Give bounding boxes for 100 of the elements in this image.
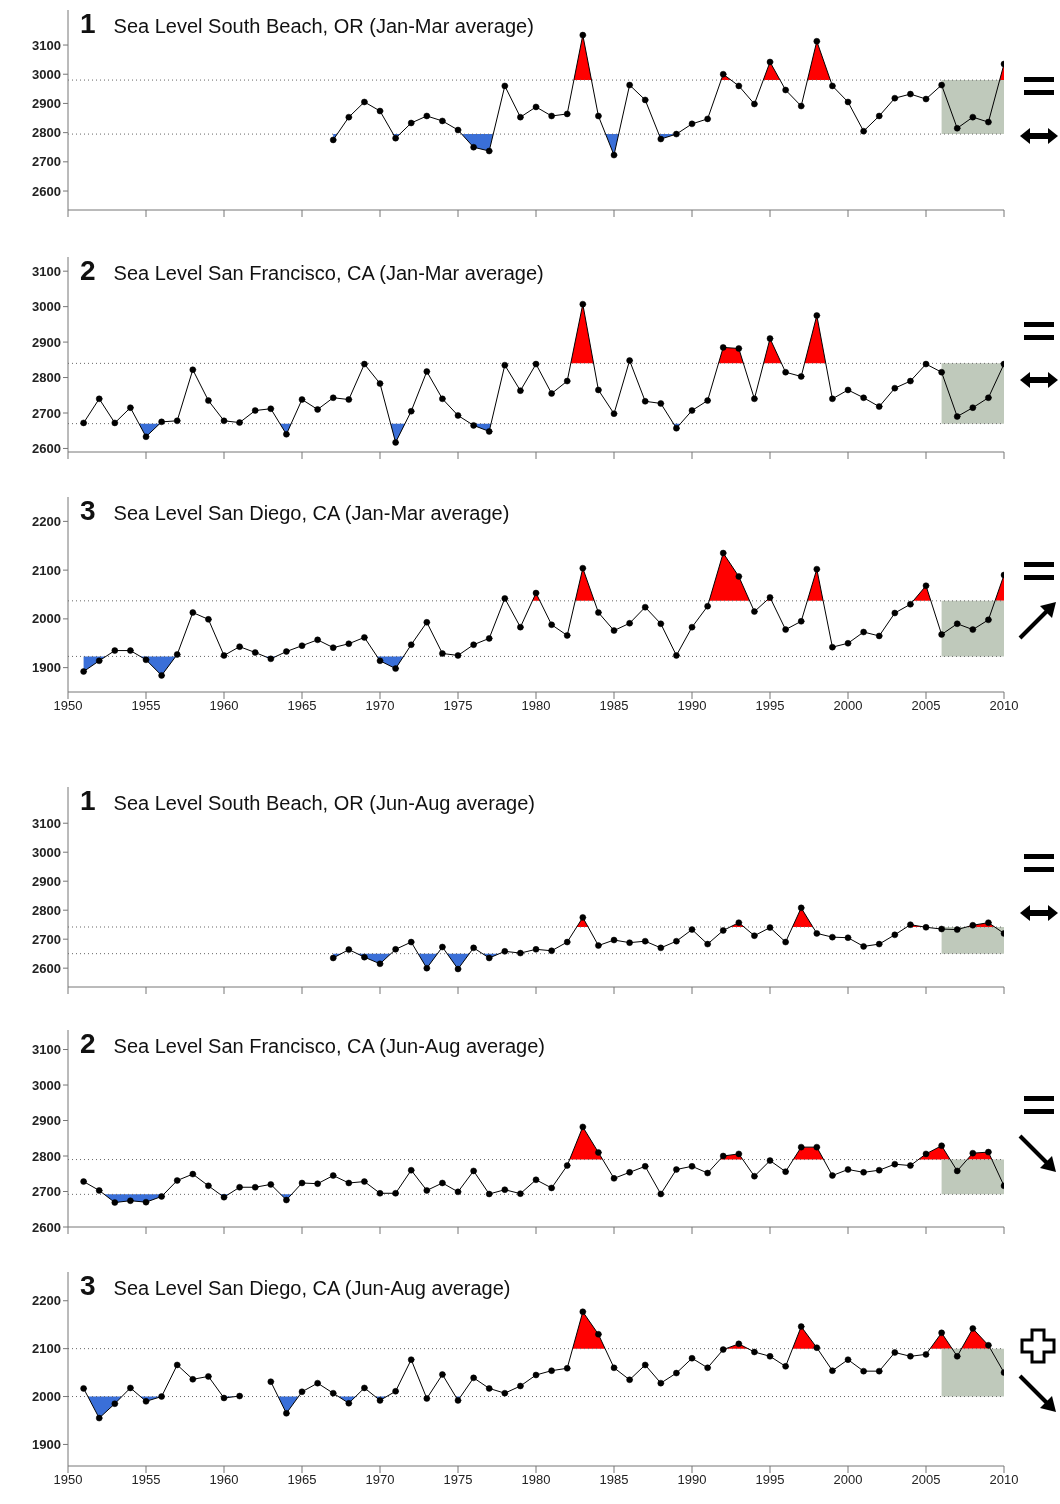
chart-title: 3 Sea Level San Diego, CA (Jun-Aug average) bbox=[80, 1270, 511, 1301]
point bbox=[423, 368, 431, 375]
point bbox=[673, 937, 680, 945]
point bbox=[142, 433, 150, 441]
point bbox=[595, 386, 602, 394]
point bbox=[610, 627, 618, 634]
x-tick-label: 1990 bbox=[677, 1472, 707, 1488]
point bbox=[361, 634, 368, 641]
x-tick-label: 1985 bbox=[599, 698, 629, 714]
x-tick-label: 1970 bbox=[365, 698, 395, 714]
point bbox=[189, 366, 197, 373]
point bbox=[329, 644, 337, 651]
point bbox=[329, 136, 337, 144]
point bbox=[111, 1199, 119, 1206]
point bbox=[641, 96, 649, 104]
point bbox=[657, 400, 665, 407]
point bbox=[361, 1384, 368, 1392]
point bbox=[844, 934, 852, 941]
x-tick-label: 1980 bbox=[521, 1472, 551, 1488]
point bbox=[80, 1178, 87, 1185]
point bbox=[626, 1169, 633, 1176]
point bbox=[735, 82, 743, 90]
point bbox=[969, 626, 977, 633]
point bbox=[922, 1351, 930, 1358]
point bbox=[953, 620, 961, 627]
point bbox=[251, 1183, 259, 1191]
point bbox=[704, 1169, 711, 1177]
point bbox=[922, 1150, 930, 1158]
chart-title: 2 Sea Level San Francisco, CA (Jan-Mar average) bbox=[80, 255, 544, 286]
point bbox=[548, 621, 555, 628]
point bbox=[392, 665, 399, 672]
y-tick-label: 1900 bbox=[32, 660, 61, 676]
point bbox=[766, 335, 774, 342]
point bbox=[485, 147, 493, 155]
x-tick-label: 1955 bbox=[131, 1472, 161, 1488]
point bbox=[735, 573, 743, 580]
point bbox=[673, 652, 680, 659]
point bbox=[454, 412, 462, 419]
point bbox=[236, 419, 243, 426]
point bbox=[719, 927, 727, 934]
point bbox=[688, 120, 696, 128]
point bbox=[844, 98, 852, 106]
point bbox=[532, 589, 540, 597]
point bbox=[626, 620, 633, 627]
point bbox=[891, 1349, 899, 1356]
y-tick-label: 2900 bbox=[32, 1113, 61, 1129]
point bbox=[813, 565, 821, 573]
point bbox=[813, 37, 821, 45]
point bbox=[470, 944, 477, 952]
point bbox=[95, 1187, 103, 1194]
x-tick-label: 1950 bbox=[53, 698, 83, 714]
point bbox=[220, 1394, 228, 1402]
point bbox=[829, 1367, 836, 1374]
point bbox=[969, 404, 977, 411]
point bbox=[345, 640, 353, 647]
point bbox=[797, 102, 805, 110]
point bbox=[704, 1364, 711, 1372]
point bbox=[891, 931, 899, 939]
point bbox=[548, 112, 555, 120]
point bbox=[439, 1179, 446, 1187]
point bbox=[688, 1163, 696, 1170]
y-tick-label: 2900 bbox=[32, 96, 61, 112]
point bbox=[173, 1361, 181, 1369]
y-tick-label: 2800 bbox=[32, 902, 61, 918]
point bbox=[563, 632, 571, 639]
point bbox=[985, 919, 992, 926]
point bbox=[626, 1376, 633, 1384]
point bbox=[985, 1148, 992, 1156]
chart-title: 1 Sea Level South Beach, OR (Jan-Mar average) bbox=[80, 8, 534, 39]
x-tick-label: 1995 bbox=[755, 1472, 785, 1488]
point bbox=[813, 312, 821, 319]
point bbox=[626, 81, 633, 89]
point bbox=[470, 143, 477, 151]
point bbox=[80, 668, 87, 675]
point bbox=[517, 387, 524, 394]
point bbox=[813, 1344, 821, 1351]
y-tick-label: 3100 bbox=[32, 263, 61, 279]
point bbox=[361, 98, 368, 106]
point bbox=[189, 609, 197, 616]
point bbox=[423, 619, 431, 626]
point bbox=[766, 58, 774, 66]
y-tick-label: 2100 bbox=[32, 562, 61, 578]
y-tick-label: 2700 bbox=[32, 154, 61, 170]
point bbox=[641, 398, 649, 405]
point bbox=[938, 81, 945, 89]
point bbox=[860, 127, 867, 135]
point bbox=[111, 647, 119, 654]
point bbox=[891, 384, 899, 392]
point bbox=[595, 942, 602, 949]
point bbox=[236, 643, 243, 650]
point bbox=[579, 31, 587, 39]
point bbox=[111, 1400, 119, 1407]
point bbox=[657, 1190, 665, 1198]
point bbox=[236, 1392, 243, 1400]
point bbox=[579, 1308, 587, 1316]
point bbox=[704, 115, 711, 123]
point bbox=[532, 946, 540, 953]
point bbox=[470, 641, 477, 648]
point bbox=[782, 626, 789, 633]
point bbox=[953, 926, 961, 933]
